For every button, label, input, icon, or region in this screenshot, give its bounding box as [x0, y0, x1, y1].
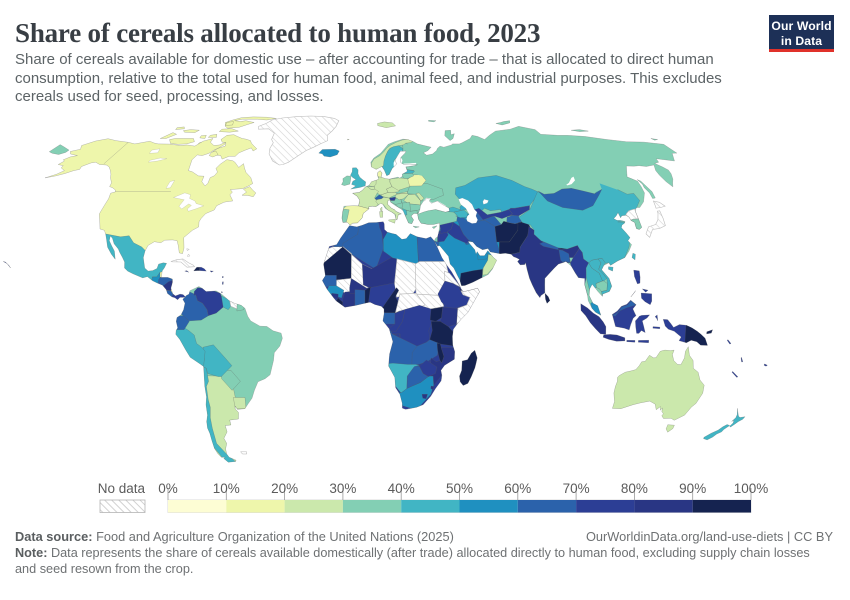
svg-text:90%: 90% — [679, 481, 706, 496]
svg-text:60%: 60% — [504, 481, 531, 496]
svg-text:80%: 80% — [621, 481, 648, 496]
svg-text:70%: 70% — [563, 481, 590, 496]
svg-text:0%: 0% — [158, 481, 178, 496]
svg-text:40%: 40% — [388, 481, 415, 496]
svg-text:20%: 20% — [271, 481, 298, 496]
svg-text:50%: 50% — [446, 481, 473, 496]
svg-text:30%: 30% — [329, 481, 356, 496]
svg-text:100%: 100% — [734, 481, 769, 496]
svg-text:10%: 10% — [213, 481, 240, 496]
svg-text:No data: No data — [98, 481, 146, 496]
